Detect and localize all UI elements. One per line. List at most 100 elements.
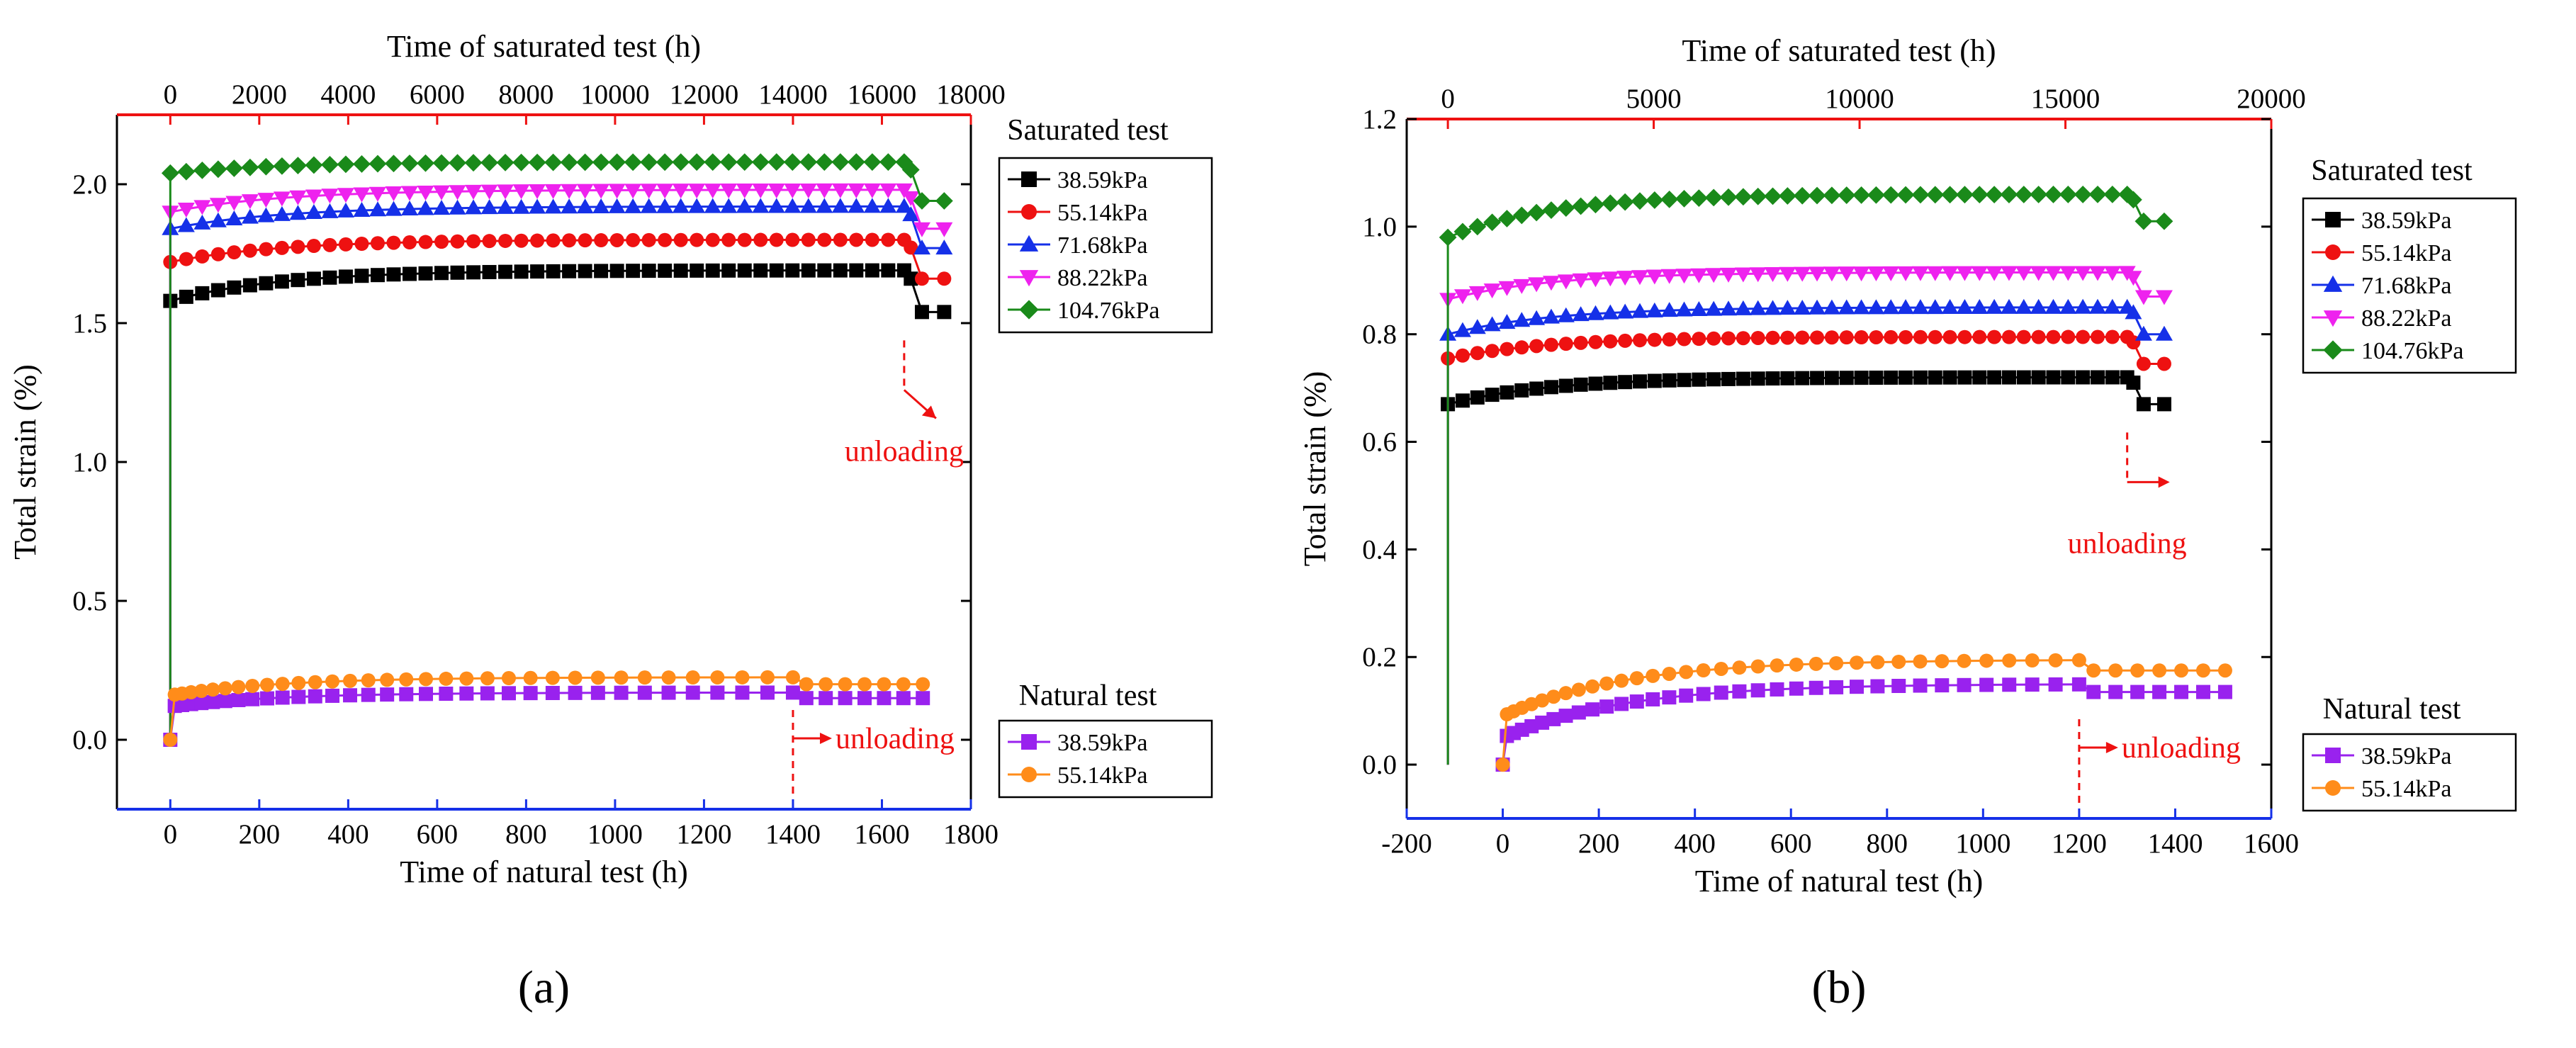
x-bottom-tick-label: 0 xyxy=(1496,828,1510,859)
saturated-point xyxy=(1749,187,1767,205)
natural-point xyxy=(1891,679,1906,694)
saturated-point xyxy=(1513,312,1531,327)
saturated-point xyxy=(1529,339,1544,354)
saturated-point xyxy=(672,198,690,213)
saturated-point xyxy=(801,263,816,278)
saturated-point xyxy=(1514,383,1529,398)
natural-point xyxy=(568,685,583,700)
x-bottom-tick-label: 1000 xyxy=(1955,828,2010,859)
natural-point xyxy=(1829,680,1844,694)
natural-point xyxy=(501,671,516,686)
saturated-series-88.22kPa xyxy=(1439,266,2173,765)
legend-marker xyxy=(1019,270,1039,287)
saturated-series-38.59kPa xyxy=(1441,370,2171,765)
saturated-point xyxy=(1631,303,1648,318)
x-bottom-tick-label: 400 xyxy=(327,819,369,850)
saturated-point xyxy=(1749,300,1767,315)
x-bottom-tick-label: 800 xyxy=(505,819,547,850)
natural-point xyxy=(1696,663,1711,678)
saturated-point xyxy=(560,153,578,171)
saturated-point xyxy=(1941,266,1959,281)
saturated-point xyxy=(1527,203,1546,222)
x-bottom-tick-label: 1400 xyxy=(2147,828,2203,859)
saturated-point xyxy=(529,198,546,214)
legend-marker xyxy=(2325,212,2341,227)
natural-point xyxy=(857,677,872,692)
saturated-point xyxy=(1720,300,1738,316)
saturated-point xyxy=(195,286,210,300)
saturated-point xyxy=(576,184,594,199)
y-tick-label: 1.5 xyxy=(72,308,107,339)
natural-point xyxy=(1599,699,1614,714)
saturated-point xyxy=(609,264,624,278)
saturated-point xyxy=(658,264,673,278)
natural-point xyxy=(2217,684,2232,699)
natural-point xyxy=(1850,680,1864,694)
natural-series-55.14kPa xyxy=(1495,653,2232,772)
saturated-point xyxy=(1468,286,1486,301)
saturated-point xyxy=(193,214,211,230)
saturated-point xyxy=(1928,329,1942,344)
saturated-point xyxy=(227,280,242,295)
natural-point xyxy=(2195,663,2210,678)
natural-point xyxy=(799,691,814,706)
natural-point xyxy=(194,696,209,711)
saturated-point xyxy=(1824,330,1839,345)
x-bottom-tick-label: 600 xyxy=(1770,828,1812,859)
natural-point xyxy=(2071,653,2086,667)
natural-point xyxy=(245,692,260,706)
natural-series-38.59kPa xyxy=(1495,677,2232,772)
saturated-point xyxy=(1721,371,1736,386)
saturated-point xyxy=(1602,304,1619,320)
saturated-point xyxy=(354,269,369,283)
saturated-point xyxy=(1896,186,1915,204)
saturated-point xyxy=(1513,278,1531,294)
saturated-point xyxy=(865,263,879,278)
saturated-point xyxy=(608,153,626,171)
saturated-point xyxy=(1660,269,1678,284)
y-tick-label: 0.8 xyxy=(1362,320,1397,350)
saturated-point xyxy=(2155,290,2173,305)
saturated-point xyxy=(179,289,193,304)
saturated-point xyxy=(2090,370,2105,385)
natural-point xyxy=(2108,684,2123,699)
natural-point xyxy=(1732,684,1747,699)
saturated-series-88.22kPa xyxy=(162,183,953,740)
saturated-point xyxy=(624,153,642,171)
saturated-point xyxy=(434,266,449,281)
saturated-point xyxy=(273,157,291,175)
saturated-point xyxy=(242,278,257,293)
saturated-point xyxy=(1942,370,1957,385)
legend-label: 104.76kPa xyxy=(1057,298,1160,324)
saturated-point xyxy=(1764,266,1782,282)
saturated-point xyxy=(179,252,193,266)
saturated-point xyxy=(480,184,498,200)
saturated-point xyxy=(1854,371,1869,385)
natural-point xyxy=(838,691,853,706)
natural-point xyxy=(480,671,495,686)
natural-point xyxy=(245,678,260,693)
saturated-point xyxy=(1793,186,1811,205)
saturated-line xyxy=(169,269,945,740)
saturated-point xyxy=(193,162,211,179)
saturated-point xyxy=(1838,186,1856,204)
natural-point xyxy=(1546,711,1561,726)
saturated-point xyxy=(2045,266,2062,281)
natural-point xyxy=(380,687,395,702)
saturated-point xyxy=(2155,325,2173,341)
natural-point xyxy=(523,686,538,701)
saturated-point xyxy=(2000,298,2018,314)
saturated-point xyxy=(1558,378,1573,393)
y-tick-label: 1.0 xyxy=(72,447,107,478)
saturated-point xyxy=(1838,299,1855,315)
saturated-point xyxy=(2136,356,2151,371)
saturated-point xyxy=(2031,370,2046,385)
x-bottom-tick-label: 800 xyxy=(1867,828,1908,859)
saturated-point xyxy=(1971,266,1989,281)
unloading-label-saturated: unloading xyxy=(845,435,964,468)
saturated-point xyxy=(1483,213,1502,232)
saturated-point xyxy=(737,263,752,278)
saturated-point xyxy=(1736,371,1750,386)
natural-point xyxy=(1714,685,1728,700)
saturated-point xyxy=(1808,186,1826,205)
